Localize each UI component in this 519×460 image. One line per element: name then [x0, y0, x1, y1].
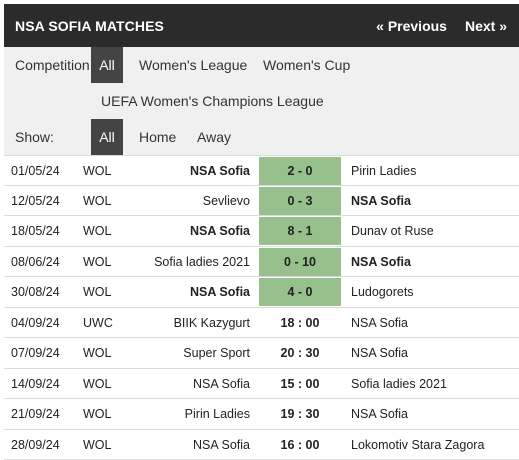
match-competition: UWC — [83, 315, 113, 330]
pagination-nav: « Previous Next » — [376, 18, 507, 34]
away-team[interactable]: NSA Sofia — [351, 407, 408, 421]
match-competition: WOL — [83, 285, 112, 299]
match-date: 01/05/24 — [11, 164, 60, 178]
away-team[interactable]: NSA Sofia — [351, 346, 408, 360]
match-competition: WOL — [83, 376, 112, 391]
match-row[interactable]: 07/09/24 WOL Super Sport 20 : 30 NSA Sofia — [4, 338, 519, 369]
matches-table: 01/05/24 WOL NSA Sofia 2 - 0 Pirin Ladies 12/… — [4, 155, 519, 460]
home-team[interactable]: Sofia ladies 2021 — [154, 254, 250, 269]
match-competition: WOL — [83, 437, 112, 452]
matches-header: NSA SOFIA MATCHES « Previous Next » — [4, 4, 519, 47]
match-row[interactable]: 08/06/24 WOL Sofia ladies 2021 0 - 10 NSA So… — [4, 247, 519, 277]
match-date: 12/05/24 — [11, 193, 60, 208]
away-team[interactable]: Dunav ot Ruse — [351, 224, 434, 238]
show-all-button[interactable]: All — [91, 119, 123, 155]
match-date: 28/09/24 — [11, 437, 60, 452]
match-date: 18/05/24 — [11, 224, 60, 238]
home-team[interactable]: BIIK Kazygurt — [173, 315, 250, 330]
competition-champions-league-button[interactable]: UEFA Women's Champions League — [101, 93, 324, 109]
show-filter-row: Show: All Home Away — [4, 119, 519, 155]
match-date: 04/09/24 — [11, 315, 60, 330]
match-score[interactable]: 16 : 00 — [280, 437, 320, 452]
filter-panel: Competition: All Women's League Women's … — [4, 47, 519, 155]
match-date: 07/09/24 — [11, 346, 60, 360]
match-score[interactable]: 20 : 30 — [280, 346, 320, 360]
away-team[interactable]: Lokomotiv Stara Zagora — [351, 437, 485, 452]
away-team[interactable]: NSA Sofia — [351, 193, 411, 208]
home-team[interactable]: NSA Sofia — [190, 164, 250, 178]
match-score[interactable]: 15 : 00 — [280, 376, 320, 391]
match-date: 21/09/24 — [11, 407, 60, 421]
away-team[interactable]: NSA Sofia — [351, 254, 411, 269]
match-row[interactable]: 04/09/24 UWC BIIK Kazygurt 18 : 00 NSA Sofia — [4, 308, 519, 338]
match-score[interactable]: 8 - 1 — [259, 217, 341, 245]
match-score[interactable]: 2 - 0 — [259, 157, 341, 185]
competition-womens-cup-button[interactable]: Women's Cup — [263, 57, 351, 73]
competition-filter-row: Competition: All Women's League Women's … — [4, 47, 519, 83]
match-score[interactable]: 19 : 30 — [280, 407, 320, 421]
match-score[interactable]: 0 - 3 — [259, 186, 341, 215]
match-competition: WOL — [83, 407, 112, 421]
competition-label: Competition: — [15, 57, 94, 73]
home-team[interactable]: NSA Sofia — [190, 224, 250, 238]
match-date: 14/09/24 — [11, 376, 60, 391]
home-team[interactable]: Sevlievo — [202, 193, 250, 208]
match-row[interactable]: 21/09/24 WOL Pirin Ladies 19 : 30 NSA Sofia — [4, 399, 519, 430]
match-row[interactable]: 12/05/24 WOL Sevlievo 0 - 3 NSA Sofia — [4, 186, 519, 216]
match-row[interactable]: 30/08/24 WOL NSA Sofia 4 - 0 Ludogorets — [4, 277, 519, 308]
show-home-button[interactable]: Home — [139, 129, 177, 145]
match-row[interactable]: 01/05/24 WOL NSA Sofia 2 - 0 Pirin Ladies — [4, 155, 519, 186]
home-team[interactable]: Pirin Ladies — [184, 407, 250, 421]
away-team[interactable]: NSA Sofia — [351, 315, 408, 330]
competition-filter-row-2: UEFA Women's Champions League — [4, 83, 519, 119]
home-team[interactable]: NSA Sofia — [190, 285, 250, 299]
home-team[interactable]: NSA Sofia — [193, 376, 250, 391]
match-row[interactable]: 14/09/24 WOL NSA Sofia 15 : 00 Sofia ladies … — [4, 369, 519, 399]
away-team[interactable]: Ludogorets — [351, 285, 414, 299]
match-competition: WOL — [83, 193, 112, 208]
previous-link[interactable]: « Previous — [376, 17, 447, 34]
away-team[interactable]: Pirin Ladies — [351, 164, 417, 178]
match-row[interactable]: 28/09/24 WOL NSA Sofia 16 : 00 Lokomotiv Sta… — [4, 430, 519, 460]
match-score[interactable]: 0 - 10 — [259, 247, 341, 276]
match-competition: WOL — [83, 254, 112, 269]
page-title: NSA SOFIA MATCHES — [15, 17, 164, 34]
match-date: 30/08/24 — [11, 285, 60, 299]
competition-womens-league-button[interactable]: Women's League — [139, 57, 248, 73]
match-date: 08/06/24 — [11, 254, 60, 269]
home-team[interactable]: Super Sport — [183, 346, 250, 360]
next-link[interactable]: Next » — [464, 17, 507, 34]
match-row[interactable]: 18/05/24 WOL NSA Sofia 8 - 1 Dunav ot Ruse — [4, 216, 519, 247]
away-team[interactable]: Sofia ladies 2021 — [351, 376, 447, 391]
match-competition: WOL — [83, 224, 112, 238]
competition-all-button[interactable]: All — [91, 47, 123, 83]
match-score[interactable]: 18 : 00 — [280, 315, 320, 330]
show-away-button[interactable]: Away — [197, 129, 231, 145]
show-label: Show: — [15, 129, 54, 145]
match-score[interactable]: 4 - 0 — [259, 278, 341, 306]
match-competition: WOL — [83, 164, 112, 178]
match-competition: WOL — [83, 346, 112, 360]
home-team[interactable]: NSA Sofia — [193, 437, 250, 452]
